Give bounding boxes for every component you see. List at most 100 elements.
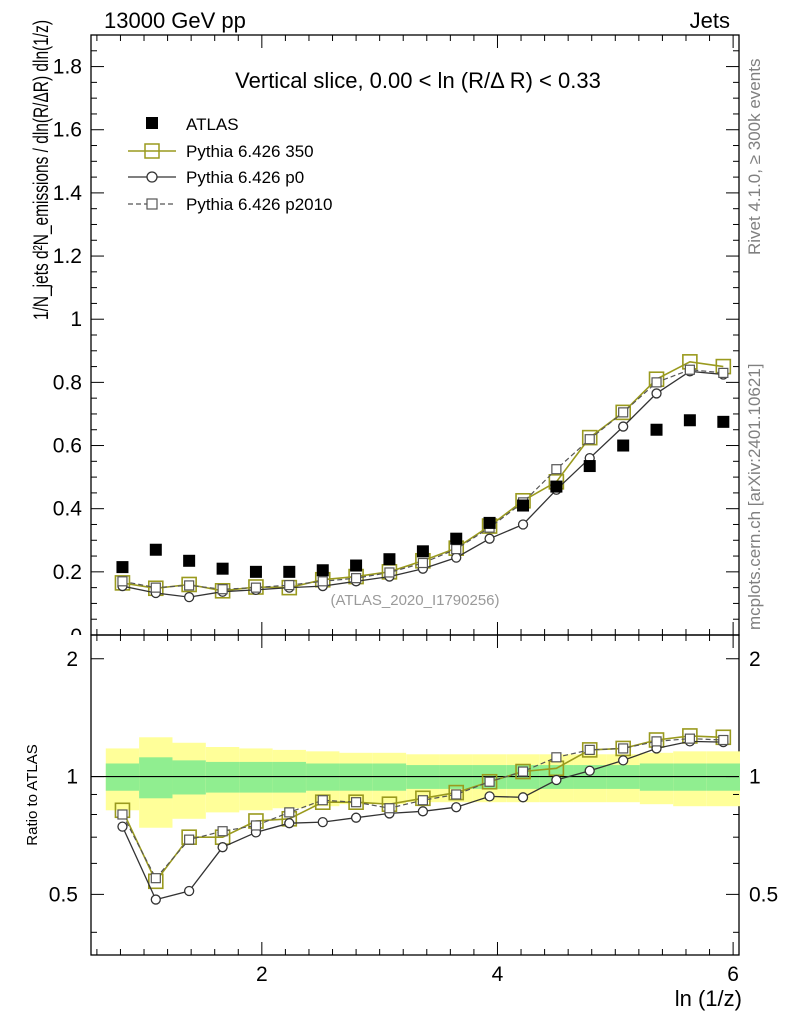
ratio-pythia-6-426-p2010-point	[718, 734, 729, 746]
main-pythia-6-426-p2010-point	[317, 576, 328, 587]
main-pythia-6-426-p2010-point	[350, 573, 362, 584]
ratio-pythia-6-426-p0-point	[451, 802, 462, 813]
atlas-data-point	[316, 564, 329, 577]
ratio-pythia-6-426-p2010-point	[484, 776, 495, 787]
ratio-pythia-6-426-p2010-point	[684, 733, 695, 744]
main-y-tick-label: 0.4	[53, 498, 83, 521]
header-category-label: Jets	[690, 8, 730, 33]
atlas-data-point	[583, 460, 596, 473]
main-pythia-6-426-p2010-point	[684, 364, 695, 375]
ratio-pythia-6-426-p2010-point	[451, 789, 462, 800]
ratio-pythia-6-426-p0-point	[150, 894, 161, 905]
main-pythia-6-426-p2010-point	[384, 567, 395, 578]
ratio-band-inner	[239, 761, 273, 793]
ratio-band-inner	[139, 757, 173, 799]
ratio-pythia-6-426-p2010-point	[150, 873, 161, 884]
atlas-data-point	[483, 516, 496, 529]
legend-350-marker	[144, 143, 160, 159]
ratio-band-inner	[205, 761, 240, 793]
main-y-tick-label: 0.8	[53, 371, 82, 394]
atlas-data-point	[183, 554, 196, 567]
ratio-pythia-6-426-p2010-point	[217, 826, 228, 837]
legend: ATLAS Pythia 6.426 350 Pythia 6.426 p0 P…	[128, 115, 333, 214]
main-pythia-6-426-p2010-point	[584, 434, 595, 445]
x-tick-label: 2	[256, 963, 268, 986]
main-pythia-6-426-p2010-point	[184, 580, 195, 591]
main-y-zero-label: 0	[70, 625, 82, 648]
legend-p0-marker	[146, 171, 158, 183]
atlas-data-point	[717, 415, 730, 428]
atlas-data-point	[216, 562, 229, 575]
main-y-tick-label: 1	[70, 308, 82, 331]
main-y-tick-label: 0.6	[53, 435, 82, 458]
ratio-pythia-6-426-p0-point	[317, 816, 328, 828]
main-pythia-6-426-p2010-point	[117, 576, 128, 587]
main-series-group	[114, 354, 732, 603]
legend-350-label: Pythia 6.426 350	[186, 142, 314, 161]
x-axis-label: ln (1/z)	[675, 986, 742, 1011]
main-pythia-6-426-p2010-point	[551, 464, 562, 475]
atlas-data-point	[149, 543, 162, 556]
main-pythia-6-426-p0-point	[183, 591, 195, 603]
main-pythia-6-426-p2010-point	[250, 582, 262, 593]
ratio-y-tick-label-right: 0.5	[749, 883, 778, 906]
main-pythia-6-426-p2010-point	[217, 584, 228, 595]
ratio-pythia-6-426-p2010-point	[584, 744, 595, 755]
atlas-data-point	[350, 559, 363, 572]
atlas-data-point	[283, 565, 296, 578]
main-pythia-6-426-p2010-point	[417, 557, 428, 569]
main-pythia-6-426-p2010-point	[150, 582, 161, 593]
legend-p2010-marker	[146, 198, 158, 210]
ratio-y-tick-label: 1	[66, 766, 78, 789]
main-y-tick-label: 1.4	[53, 182, 83, 205]
atlas-data-point	[550, 480, 563, 493]
ratio-axis-ticks: 0.5 0.5 1 1 2 2	[49, 648, 778, 933]
rivet-version-label: Rivet 4.1.0, ≥ 300k events	[745, 59, 764, 255]
legend-p0-label: Pythia 6.426 p0	[186, 168, 304, 187]
ratio-pythia-6-426-350-point	[515, 763, 531, 780]
atlas-data-point	[650, 423, 663, 436]
ratio-uncertainty-bands	[91, 737, 741, 828]
atlas-data-point	[683, 414, 696, 427]
ratio-band-inner	[272, 761, 306, 793]
ratio-pythia-6-426-p2010-point	[317, 795, 328, 806]
analysis-watermark: (ATLAS_2020_I1790256)	[330, 592, 499, 609]
ratio-pythia-6-426-p2010-point	[417, 795, 428, 806]
main-pythia-6-426-p0-point	[618, 421, 629, 432]
ratio-pythia-6-426-p0-point	[284, 818, 295, 829]
ratio-pythia-6-426-p0-point	[584, 765, 595, 776]
main-axis-ticks: 0.2 0.4 0.6 0.8 1 1.2 1.4 1.6 1.8 0	[53, 34, 739, 648]
main-pythia-6-426-p0-point	[451, 552, 462, 563]
main-pythia-6-426-350-point	[181, 576, 197, 593]
atlas-data-point	[383, 553, 396, 566]
ratio-pythia-6-426-350-point	[481, 773, 498, 790]
atlas-data-point	[116, 561, 129, 574]
main-pythia-6-426-p2010-point	[284, 580, 295, 591]
ratio-pythia-6-426-p2010-point	[651, 736, 662, 747]
atlas-data-point	[249, 565, 262, 578]
ratio-pythia-6-426-p2010-point	[184, 834, 195, 845]
main-pythia-6-426-350-point	[615, 404, 631, 421]
main-pythia-6-426-p0-point	[651, 388, 662, 399]
ratio-pythia-6-426-p2010-point	[117, 809, 128, 820]
ratio-pythia-6-426-p0-point	[484, 791, 495, 802]
ratio-pythia-6-426-p2010-point	[350, 797, 362, 808]
main-pythia-6-426-p0-point	[484, 533, 495, 544]
main-pythia-6-426-350-point	[581, 429, 598, 446]
ratio-band-inner	[172, 760, 206, 795]
ratio-y-tick-label: 2	[66, 648, 78, 671]
ratio-pythia-6-426-p2010-point	[384, 803, 395, 814]
x-tick-label: 4	[492, 963, 504, 986]
ratio-y-axis-label: Ratio to ATLAS	[24, 744, 41, 845]
ratio-pythia-6-426-p0-point	[217, 842, 228, 853]
main-pythia-6-426-p2010-point	[651, 377, 662, 388]
legend-atlas-marker	[146, 117, 158, 129]
main-y-tick-label: 1.6	[53, 119, 82, 142]
ratio-series-group	[114, 728, 732, 905]
main-pythia-6-426-p2010-point	[451, 544, 462, 555]
x-axis-ticks: 2 4 6	[96, 35, 739, 986]
ratio-pythia-6-426-p0-point	[350, 812, 362, 823]
ratio-pythia-6-426-p2010-point	[618, 743, 629, 754]
ratio-pythia-6-426-p2010-point	[517, 766, 529, 777]
ratio-pythia-6-426-p2010-point	[551, 752, 562, 763]
